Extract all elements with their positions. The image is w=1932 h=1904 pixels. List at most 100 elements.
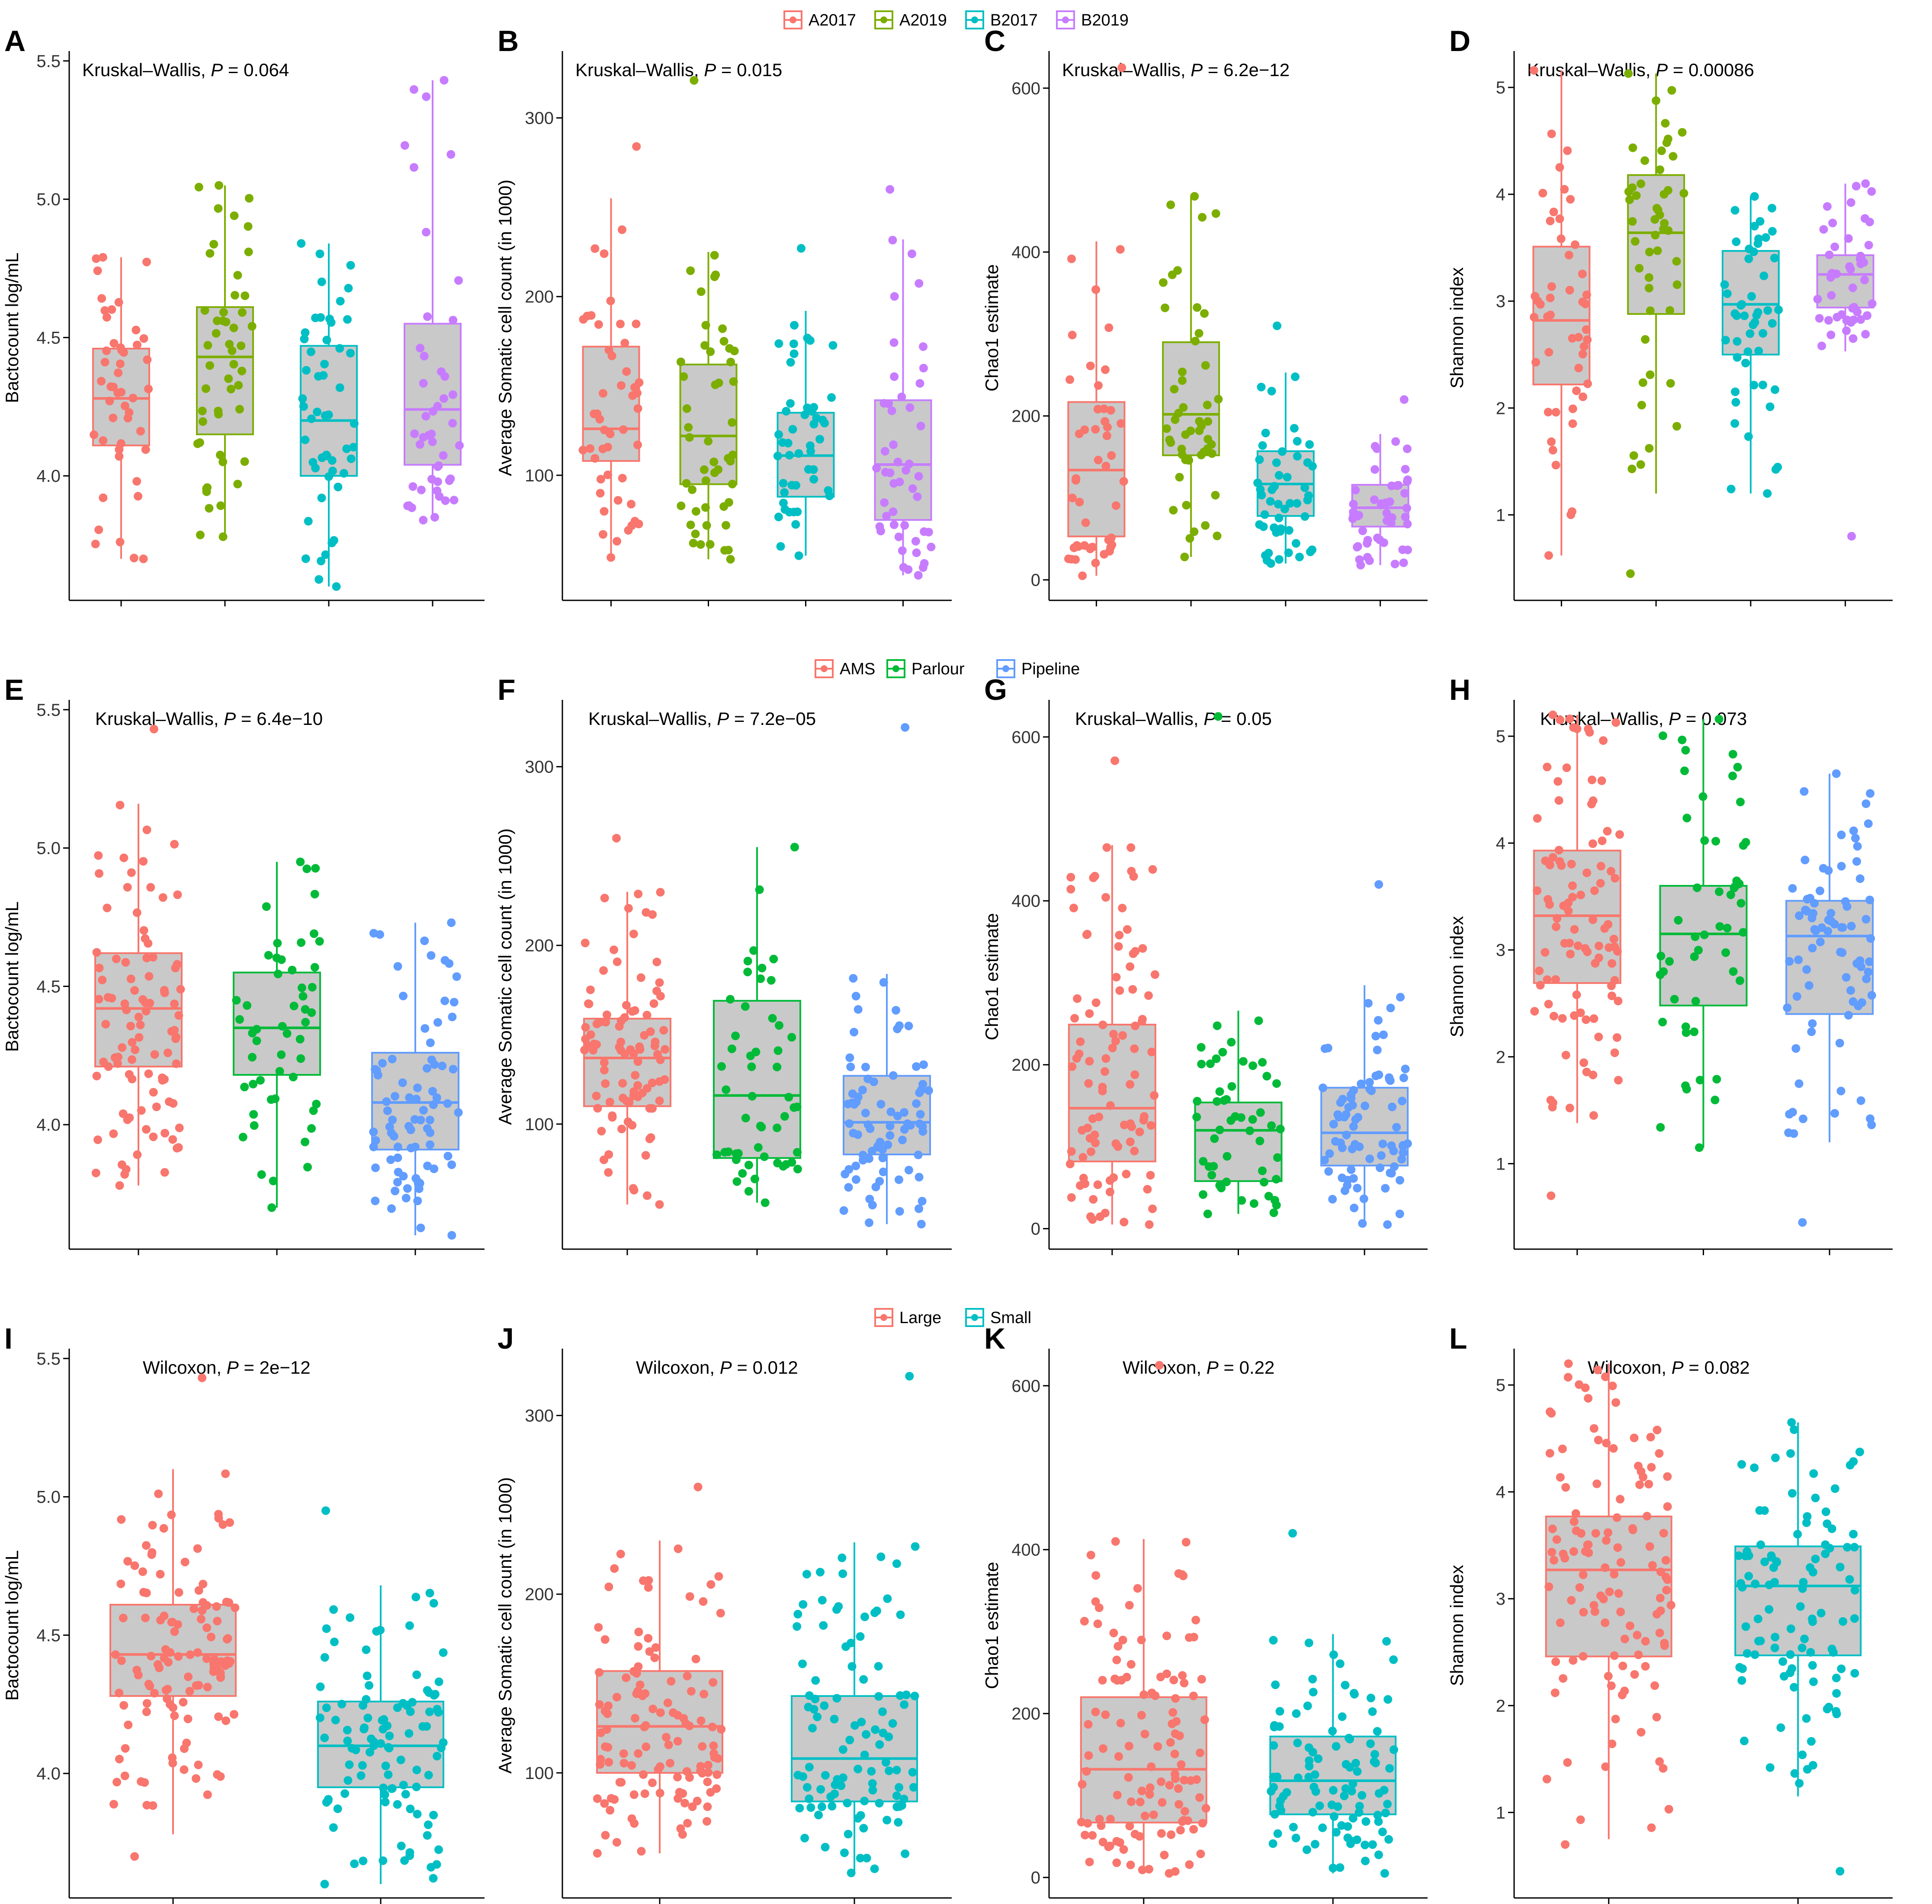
data-point xyxy=(230,211,239,220)
data-point xyxy=(1568,419,1577,428)
data-point xyxy=(1672,257,1681,266)
data-point xyxy=(1760,1557,1769,1566)
data-point xyxy=(1399,558,1408,567)
data-point xyxy=(1180,1679,1189,1688)
data-point xyxy=(1137,1786,1146,1795)
data-point xyxy=(1275,1707,1284,1716)
data-point xyxy=(780,488,789,497)
data-point xyxy=(579,315,588,324)
data-point xyxy=(845,1119,854,1128)
data-point xyxy=(1852,857,1861,866)
data-point xyxy=(748,1092,757,1101)
data-point xyxy=(199,1580,208,1589)
data-point xyxy=(872,464,881,473)
box-iqr xyxy=(713,1000,801,1159)
y-axis-title: Bactocount log/mL xyxy=(2,253,22,403)
data-point xyxy=(393,1178,402,1187)
data-point xyxy=(1403,545,1412,555)
data-point xyxy=(424,1688,433,1697)
data-point xyxy=(1837,830,1846,840)
data-point xyxy=(640,1789,649,1798)
data-point xyxy=(427,951,436,960)
data-point xyxy=(802,1783,812,1792)
y-tick-label: 4.0 xyxy=(36,1115,61,1135)
data-point xyxy=(1627,465,1637,474)
data-point xyxy=(920,559,929,568)
data-point xyxy=(785,451,794,460)
data-point xyxy=(1383,1695,1393,1704)
data-point xyxy=(1262,1072,1271,1081)
data-point xyxy=(1603,827,1612,836)
data-point xyxy=(789,339,798,348)
data-point xyxy=(1309,1688,1318,1697)
data-point xyxy=(756,974,765,983)
data-point xyxy=(1161,303,1170,312)
data-point xyxy=(642,1010,651,1019)
data-point xyxy=(406,1125,415,1135)
data-point xyxy=(1670,995,1679,1004)
data-point xyxy=(1579,1652,1588,1661)
data-point xyxy=(381,1798,390,1807)
data-point xyxy=(1332,1828,1341,1837)
data-point xyxy=(195,438,204,447)
data-point xyxy=(1806,894,1815,903)
data-point xyxy=(654,1765,663,1774)
data-point xyxy=(1199,1157,1208,1166)
data-point xyxy=(821,1843,830,1852)
y-tick-label: 4 xyxy=(1496,185,1505,204)
data-point xyxy=(1131,1021,1140,1030)
data-point xyxy=(773,452,782,461)
data-point xyxy=(1624,69,1633,78)
data-point xyxy=(1536,981,1545,990)
data-point xyxy=(1190,527,1199,536)
data-point xyxy=(709,457,719,466)
legend-label: AMS xyxy=(840,660,875,678)
data-point xyxy=(1171,415,1180,424)
data-point xyxy=(1846,265,1855,274)
data-point xyxy=(1083,930,1092,939)
data-point xyxy=(916,421,925,430)
data-point xyxy=(1343,1822,1352,1831)
data-point xyxy=(241,291,250,300)
data-point xyxy=(1825,250,1834,260)
y-tick-label: 4 xyxy=(1496,834,1505,853)
data-point xyxy=(1100,1067,1109,1076)
data-point xyxy=(1655,1449,1664,1458)
data-point xyxy=(832,1605,841,1614)
data-point xyxy=(213,1616,222,1625)
data-point xyxy=(1558,1444,1567,1453)
data-point xyxy=(313,407,322,417)
data-point xyxy=(1144,991,1153,1000)
data-point xyxy=(202,487,211,496)
data-point xyxy=(1601,1618,1610,1627)
data-point xyxy=(779,479,788,488)
data-point xyxy=(404,1729,414,1738)
data-point xyxy=(700,1689,709,1699)
data-point xyxy=(593,1849,602,1858)
data-point xyxy=(902,1690,911,1699)
data-point xyxy=(602,1010,611,1019)
data-point xyxy=(1836,1562,1845,1571)
data-point xyxy=(612,1692,621,1702)
data-point xyxy=(1292,1709,1301,1718)
data-point xyxy=(1576,891,1585,900)
data-point xyxy=(192,1774,201,1783)
data-point xyxy=(138,1567,148,1576)
data-point xyxy=(627,1761,636,1770)
box-Small xyxy=(1734,1418,1865,1904)
data-point xyxy=(1669,152,1678,161)
data-point xyxy=(1080,1617,1089,1626)
y-tick-label: 400 xyxy=(1011,892,1040,911)
data-point xyxy=(1146,1121,1155,1130)
data-point xyxy=(844,1830,853,1839)
data-point xyxy=(1743,1547,1752,1556)
data-point xyxy=(422,1064,431,1073)
data-point xyxy=(160,986,169,995)
data-point xyxy=(1267,1121,1276,1130)
data-point xyxy=(216,501,225,510)
data-point xyxy=(760,1152,769,1161)
data-point xyxy=(93,1135,103,1144)
data-point xyxy=(1865,895,1874,904)
data-point xyxy=(1148,1204,1157,1213)
data-point xyxy=(787,1033,796,1042)
